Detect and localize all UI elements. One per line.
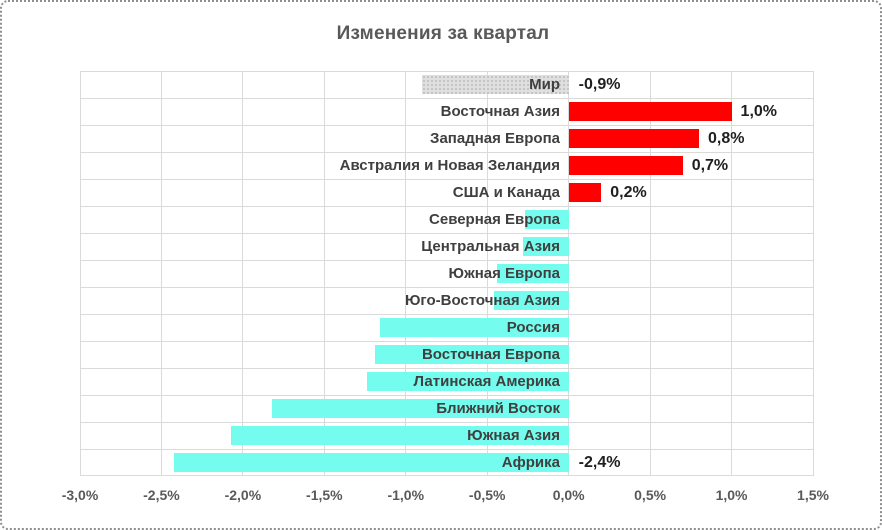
category-label: Африка — [501, 454, 560, 471]
vertical-gridline — [242, 71, 244, 476]
plot-area: Мир -0,9% Восточная Азия 1,0% Западная Европ… — [79, 71, 814, 476]
bar[interactable] — [366, 372, 569, 391]
category-label: Центральная Азия — [421, 238, 560, 255]
horizontal-gridline — [80, 341, 813, 342]
horizontal-gridline — [80, 179, 813, 180]
category-label: Южная Азия — [467, 427, 560, 444]
x-axis-tick-label: 1,5% — [797, 487, 829, 503]
value-label: 0,8% — [707, 130, 745, 147]
bar[interactable] — [422, 75, 569, 94]
chart-title: Изменения за квартал — [336, 23, 550, 44]
vertical-gridline — [812, 71, 814, 476]
x-axis-tick-label: -1,5% — [306, 487, 343, 503]
x-axis-tick-label: -2,5% — [143, 487, 180, 503]
horizontal-gridline — [80, 260, 813, 261]
category-label: Латинская Америка — [413, 373, 560, 390]
bar[interactable] — [379, 318, 569, 337]
bar[interactable] — [496, 264, 569, 283]
category-label: Западная Европа — [430, 130, 560, 147]
x-axis-tick-label: 0,0% — [552, 487, 585, 503]
x-axis-tick-label: -3,0% — [61, 487, 99, 503]
horizontal-gridline — [80, 125, 813, 126]
horizontal-gridline — [80, 475, 813, 476]
vertical-gridline — [79, 71, 81, 476]
value-label: -0,9% — [578, 76, 621, 93]
x-axis-tick-label: -1,0% — [387, 487, 425, 503]
bar[interactable] — [568, 156, 683, 175]
vertical-gridline — [731, 71, 733, 476]
horizontal-gridline — [80, 71, 813, 72]
vertical-gridline — [405, 71, 407, 476]
horizontal-gridline — [80, 449, 813, 450]
category-label: Восточная Азия — [440, 103, 560, 120]
x-axis: -3,0% -2,5% -2,0% -1,5% -1,0% -0,5% 0,0% 0,5% 1,… — [62, 476, 829, 514]
category-label: Южная Европа — [448, 265, 560, 282]
horizontal-gridline — [80, 395, 813, 396]
bar[interactable] — [374, 345, 569, 364]
x-axis-tick-label: -0,5% — [468, 487, 506, 503]
category-label: США и Канада — [452, 184, 560, 201]
horizontal-gridline — [80, 368, 813, 369]
horizontal-gridline — [80, 152, 813, 153]
x-axis-tick-label: 0,5% — [634, 487, 667, 503]
value-label: 1,0% — [740, 103, 778, 120]
value-label: -2,4% — [578, 454, 621, 471]
vertical-gridline — [568, 71, 570, 476]
category-label: Северная Европа — [429, 211, 560, 228]
horizontal-gridline — [80, 206, 813, 207]
bar[interactable] — [568, 183, 602, 202]
bar[interactable] — [524, 210, 569, 229]
category-label: Россия — [506, 319, 560, 336]
vertical-gridline — [486, 71, 488, 476]
horizontal-gridline — [80, 98, 813, 99]
x-axis-tick-label: -2,0% — [224, 487, 262, 503]
bar[interactable] — [174, 453, 569, 472]
category-label: Юго-Восточная Азия — [404, 292, 560, 309]
bar[interactable] — [523, 237, 569, 256]
horizontal-gridline — [80, 233, 813, 234]
vertical-gridline — [649, 71, 651, 476]
horizontal-gridline — [80, 287, 813, 288]
value-label: 0,2% — [610, 184, 647, 201]
bar[interactable] — [231, 426, 569, 445]
vertical-gridline — [323, 71, 325, 476]
bar[interactable] — [568, 129, 699, 148]
category-label: Ближний Восток — [436, 400, 560, 417]
category-label: Восточная Европа — [421, 346, 560, 363]
horizontal-gridline — [80, 314, 813, 315]
bar[interactable] — [493, 291, 569, 310]
category-label: Австралия и Новая Зеландия — [339, 157, 560, 174]
vertical-gridline — [160, 71, 162, 476]
value-label: 0,7% — [691, 157, 729, 174]
bar[interactable] — [568, 102, 732, 121]
category-label: Мир — [529, 76, 560, 93]
bar[interactable] — [272, 399, 569, 418]
horizontal-gridline — [80, 422, 813, 423]
x-axis-tick-label: 1,0% — [715, 487, 748, 503]
